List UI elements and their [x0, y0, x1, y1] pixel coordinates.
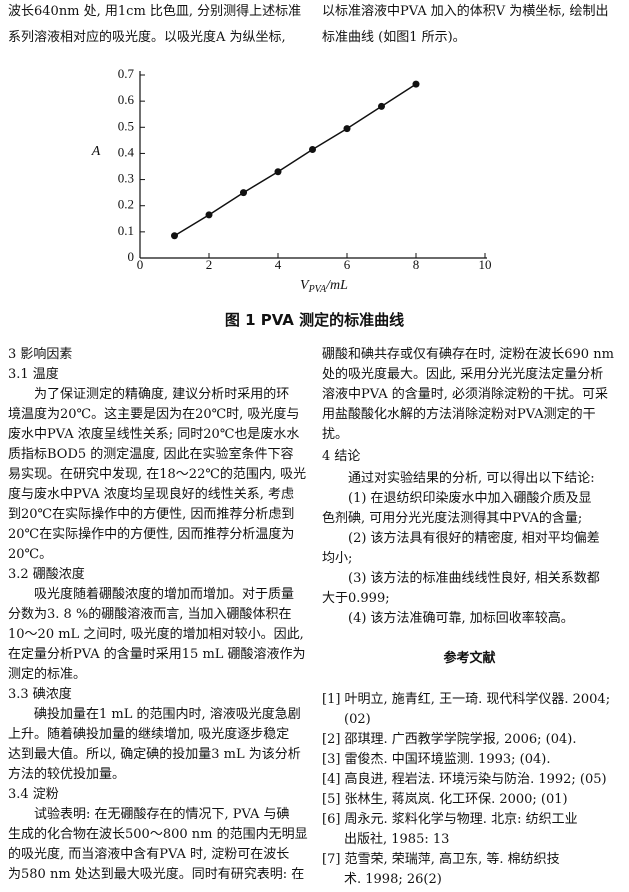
subsection-heading: 3.3 碘浓度 [8, 687, 72, 702]
text-line: 均小; [322, 551, 353, 566]
reference: [5] 张林生, 蒋岚岚. 化工环保. 2000; (01) [322, 792, 568, 807]
text-line: 到20℃在实际操作中的方便性, 因而推荐分析虑到 [8, 507, 295, 522]
data-point [274, 168, 282, 176]
subsection-heading: 3.4 淀粉 [8, 787, 59, 802]
text-line: 为580 nm 处达到最大吸光度。同时有研究表明: 在 [8, 867, 305, 882]
text-line: 大于0.999; [322, 591, 390, 606]
x-tick-label: 8 [413, 257, 420, 272]
text-line: 方法的较优投加量。 [8, 767, 126, 782]
text-line: 扰。 [322, 427, 349, 442]
text-line: 用盐酸酸化水解的方法消除淀粉对PVA测定的干 [322, 407, 596, 422]
text-line: 测定的标准。 [8, 667, 87, 682]
text-line: 20℃在实际操作中的方便性, 因而推荐分析温度为 [8, 527, 295, 542]
text-line: 易实现。在研究中发现, 在18～22℃的范围内, 吸光 [8, 467, 307, 482]
section-heading: 4 结论 [322, 449, 361, 464]
x-label-subscript: PVA [308, 284, 327, 295]
figure-caption: 图 1 PVA 测定的标准曲线 [224, 311, 405, 329]
text-line: 通过对实验结果的分析, 可以得出以下结论: [348, 471, 595, 486]
text-line: (1) 在退纺织印染废水中加入硼酸介质及显 [348, 491, 592, 506]
text-line: 度与废水中PVA 浓度均呈现良好的线性关系, 考虑 [8, 487, 295, 502]
text-line: 为了保证测定的精确度, 建议分析时采用的环 [34, 387, 290, 402]
y-tick-label: 0.1 [118, 223, 134, 238]
text-line: 分数为3. 8 %的硼酸溶液而言, 当加入硼酸体积在 [8, 607, 292, 622]
text-line: 境温度为20℃。这主要是因为在20℃时, 吸光度与 [8, 407, 300, 422]
data-point [309, 146, 316, 154]
data-point [378, 102, 385, 110]
y-tick-label: 0.3 [118, 171, 134, 186]
text-line: 硼酸和碘共存或仅有碘存在时, 淀粉在波长690 nm [322, 347, 614, 362]
data-point [412, 80, 420, 88]
y-tick-label: 0.4 [118, 144, 135, 159]
y-tick-label: 0 [128, 249, 135, 264]
reference: [2] 邵琪理. 广西教学学院学报, 2006; (04). [322, 732, 577, 747]
text-line: 达到最大值。所以, 确定碘的投加量3 mL 为该分析 [8, 747, 301, 762]
data-line [174, 83, 417, 237]
chart: A VPVA/mL 0 0.1 0.2 0.3 0.4 0.5 0.6 0.7 0 2 4 6 8 10 [91, 66, 492, 295]
text-line: 试验表明: 在无硼酸存在的情况下, PVA 与碘 [34, 807, 290, 822]
reference: [4] 高良进, 程岩法. 环境污染与防治. 1992; (05) [322, 772, 607, 787]
text-line: 上升。随着碘投加量的继续增加, 吸光度逐步稳定 [8, 727, 290, 742]
text-line: (3) 该方法的标准曲线线性良好, 相关系数都 [348, 571, 600, 586]
text-line: (4) 该方法准确可靠, 加标回收率较高。 [348, 611, 574, 626]
reference: 术. 1998; 26(2) [344, 872, 442, 887]
text-line: 色剂碘, 可用分光光度法测得其中PVA的含量; [322, 511, 583, 526]
reference: [7] 范雪荣, 荣瑞萍, 高卫东, 等. 棉纺织技 [322, 852, 560, 867]
text-line: 波长640nm 处, 用1cm 比色皿, 分别测得上述标准 [8, 4, 302, 19]
x-tick-label: 0 [137, 257, 144, 272]
text-line: (2) 该方法具有很好的精密度, 相对平均偏差 [348, 531, 600, 546]
subsection-heading: 3.2 硼酸浓度 [8, 567, 85, 582]
text-line: 溶液中PVA 的含量时, 必须消除淀粉的干扰。可采 [322, 387, 609, 402]
x-label-unit: /mL [325, 278, 348, 293]
text-line: 废水中PVA 浓度呈线性关系; 同时20℃也是废水水 [8, 427, 300, 442]
x-label-symbol: V [300, 278, 310, 293]
y-tick-label: 0.6 [118, 92, 135, 107]
text-line: 20℃。 [8, 547, 53, 562]
reference: [3] 雷俊杰. 中国环境监测. 1993; (04). [322, 752, 551, 767]
reference: 出版社, 1985: 13 [344, 832, 450, 847]
text-line: 标准曲线 (如图1 所示)。 [322, 30, 466, 45]
section-heading: 3 影响因素 [8, 347, 73, 362]
reference: (02) [344, 712, 371, 727]
y-axis-label: A [91, 144, 101, 159]
reference: [1] 叶明立, 施青红, 王一琦. 现代科学仪器. 2004; [322, 692, 611, 707]
text-line: 系列溶液相对应的吸光度。以吸光度A 为纵坐标, [8, 30, 286, 45]
data-point [240, 189, 247, 197]
text-line: 吸光度随着硼酸浓度的增加而增加。对于质量 [34, 587, 295, 602]
data-point [171, 232, 178, 240]
y-tick-label: 0.2 [118, 197, 134, 212]
x-tick-label: 10 [479, 257, 492, 272]
y-tick-label: 0.7 [118, 66, 135, 81]
text-line: 10～20 mL 之间时, 吸光度的增加相对较小。因此, [8, 627, 304, 642]
text-line: 在定量分析PVA 的含量时采用15 mL 硼酸溶液作为 [8, 647, 306, 662]
text-line: 生成的化合物在波长500～800 nm 的范围内无明显 [8, 827, 308, 842]
y-tick-label: 0.5 [118, 118, 134, 133]
text-line: 质指标BOD5 的测定温度, 因此在实验室条件下容 [8, 447, 294, 462]
text-line: 以标准溶液中PVA 加入的体积V 为横坐标, 绘制出 [322, 4, 609, 19]
text-line: 的吸光度, 而当溶液中含有PVA 时, 淀粉可在波长 [8, 847, 290, 862]
data-point [205, 211, 213, 219]
x-tick-label: 4 [275, 257, 282, 272]
text-line: 碘投加量在1 mL 的范围内时, 溶液吸光度急剧 [34, 707, 301, 722]
x-tick-label: 2 [206, 257, 213, 272]
data-point [343, 125, 351, 133]
text-line: 处的吸光度最大。因此, 采用分光光度法定量分析 [322, 367, 604, 382]
x-tick-label: 6 [344, 257, 351, 272]
references-heading: 参考文献 [443, 651, 496, 666]
subsection-heading: 3.1 温度 [8, 367, 59, 382]
x-axis-label: VPVA/mL [300, 278, 348, 295]
reference: [6] 周永元. 浆料化学与物理. 北京: 纺织工业 [322, 812, 578, 827]
